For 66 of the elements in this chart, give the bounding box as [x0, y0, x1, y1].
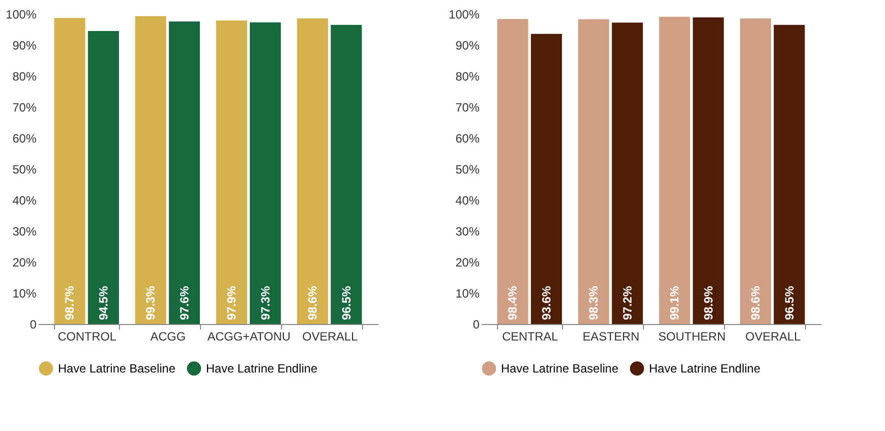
data-label: 98.4% [506, 286, 520, 320]
legend-label: Have Latrine Endline [206, 361, 318, 376]
bar [578, 19, 610, 324]
bar [54, 18, 86, 324]
data-label: 97.3% [258, 286, 272, 320]
bar [774, 24, 805, 324]
y-tick-label: 10% [455, 286, 480, 300]
x-tick-label: OVERALL [302, 330, 358, 344]
data-label: 99.3% [144, 286, 158, 320]
y-tick-label: 10% [12, 286, 37, 300]
y-tick-label: 100% [6, 8, 37, 22]
x-tick-label: OVERALL [745, 330, 801, 344]
x-tick-label: ACGG [150, 330, 186, 344]
y-tick-label: 20% [455, 256, 480, 270]
bar [330, 24, 362, 324]
y-tick-label: 40% [455, 194, 480, 208]
y-tick-label: 20% [12, 256, 37, 270]
data-label: 98.9% [701, 286, 716, 320]
y-tick-label: 80% [455, 70, 480, 84]
data-label: 98.3% [586, 286, 601, 320]
y-tick-label: 90% [455, 38, 480, 52]
y-tick-label: 0 [472, 318, 480, 332]
y-tick-label: 50% [12, 162, 37, 176]
legend-label: Have Latrine Baseline [501, 361, 619, 376]
data-label: 96.5% [782, 286, 796, 320]
y-tick-label: 30% [12, 224, 37, 238]
bar [530, 34, 562, 324]
x-tick-label: ACGG+ATONU [207, 330, 291, 344]
bar [692, 17, 724, 324]
x-tick-label: EASTERN [582, 330, 640, 344]
y-tick-label: 70% [12, 100, 37, 114]
y-tick-label: 90% [12, 38, 37, 52]
x-tick-label: CENTRAL [502, 330, 558, 344]
data-label: 94.5% [96, 286, 110, 320]
data-label: 98.7% [62, 286, 77, 320]
data-label: 98.6% [306, 286, 320, 320]
bar [740, 18, 772, 324]
y-tick-label: 100% [448, 8, 480, 22]
legend-label: Have Latrine Baseline [58, 361, 176, 376]
y-tick-label: 50% [455, 162, 480, 176]
data-label: 97.9% [224, 286, 239, 320]
x-tick-label: SOUTHERN [658, 330, 726, 344]
bar [216, 20, 248, 324]
bar [250, 22, 281, 324]
y-tick-label: 70% [455, 100, 480, 114]
x-tick-label: CONTROL [58, 330, 117, 344]
data-label: 98.6% [748, 286, 763, 320]
y-tick-label: 40% [12, 194, 37, 208]
y-tick-label: 30% [455, 224, 480, 238]
data-label: 97.6% [177, 286, 192, 320]
bar [659, 16, 690, 324]
bar [497, 18, 528, 324]
data-label: 93.6% [539, 286, 554, 320]
legend-label: Have Latrine Endline [649, 361, 761, 376]
data-label: 96.5% [339, 286, 354, 320]
bar [297, 18, 328, 324]
bar [168, 21, 200, 324]
y-tick-label: 60% [12, 132, 37, 146]
y-tick-label: 80% [12, 70, 37, 84]
bar [88, 31, 119, 324]
data-label: 97.2% [620, 286, 634, 320]
y-tick-label: 60% [455, 132, 480, 146]
bar [135, 16, 166, 324]
bar [612, 22, 643, 324]
y-tick-label: 0 [30, 318, 37, 332]
data-label: 99.1% [668, 286, 682, 320]
